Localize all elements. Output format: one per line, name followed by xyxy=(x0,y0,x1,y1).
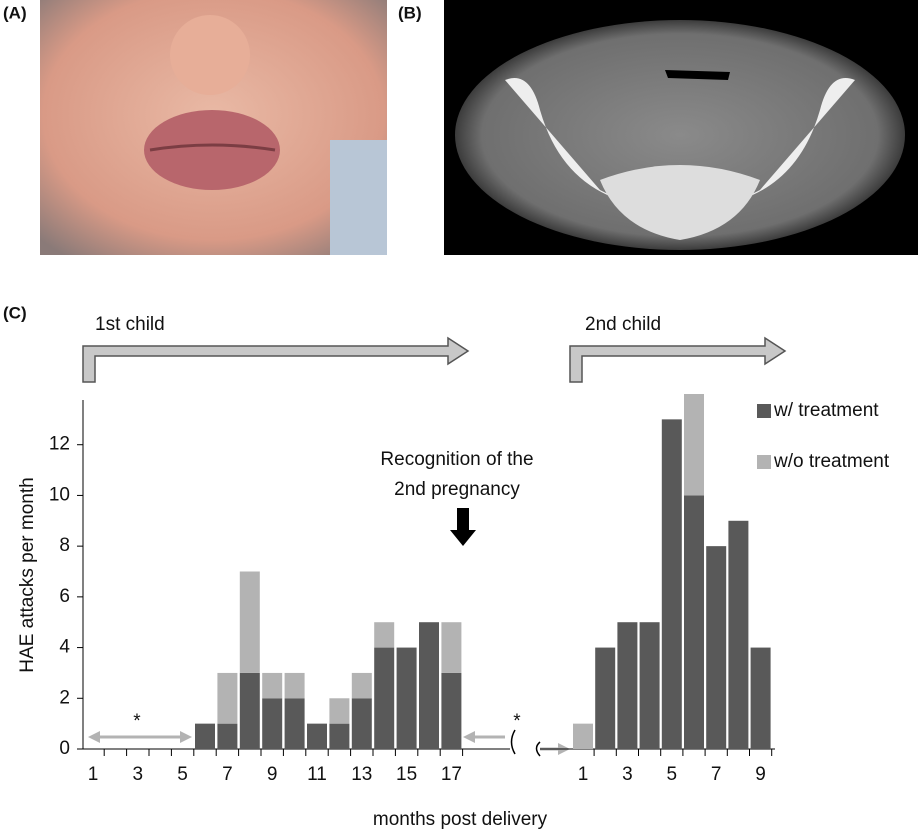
photo-a xyxy=(40,0,387,255)
x-tick-label: 9 xyxy=(755,764,766,785)
x-tick-label: 1 xyxy=(88,764,99,785)
x-tick-label: 5 xyxy=(667,764,678,785)
group-title: 2nd child xyxy=(585,314,661,335)
legend-swatch xyxy=(757,404,771,418)
bar xyxy=(396,647,417,749)
y-tick-label: 0 xyxy=(59,738,70,759)
y-tick-label: 2 xyxy=(59,687,70,708)
bar xyxy=(750,647,771,749)
bar xyxy=(728,520,749,749)
x-tick-label: 1 xyxy=(578,764,589,785)
bar xyxy=(307,723,327,749)
y-tick-label: 12 xyxy=(49,434,70,455)
bar xyxy=(217,723,238,749)
x-tick-label: 17 xyxy=(441,764,462,785)
x-axis-label: months post delivery xyxy=(373,809,548,830)
y-tick-label: 4 xyxy=(59,637,70,658)
bar xyxy=(573,723,593,749)
bar xyxy=(684,495,704,749)
bar xyxy=(217,672,238,724)
x-tick-label: 7 xyxy=(711,764,722,785)
note: * xyxy=(513,711,521,732)
x-tick-label: 13 xyxy=(351,764,372,785)
bar xyxy=(661,419,682,749)
panel-label: (A) xyxy=(3,3,27,22)
x-tick-label: 7 xyxy=(222,764,233,785)
annotation: 2nd pregnancy xyxy=(394,479,520,500)
x-tick-label: 11 xyxy=(307,764,327,785)
axis-break xyxy=(510,729,541,757)
x-tick-label: 9 xyxy=(267,764,278,785)
bar xyxy=(595,647,616,749)
bar xyxy=(195,723,215,749)
bar xyxy=(329,723,350,749)
x-tick-label: 5 xyxy=(177,764,188,785)
bar xyxy=(441,672,462,749)
legend-swatch xyxy=(757,455,771,469)
bar xyxy=(374,647,395,749)
bar xyxy=(419,622,439,749)
bar xyxy=(374,622,395,648)
x-tick-label: 15 xyxy=(396,764,417,785)
panel-label: (C) xyxy=(3,303,27,322)
bar xyxy=(239,672,260,749)
legend-label: w/ treatment xyxy=(773,400,879,421)
bar xyxy=(684,394,704,496)
bar xyxy=(639,622,660,749)
bar xyxy=(284,672,305,699)
x-tick-label: 3 xyxy=(622,764,633,785)
photo-b xyxy=(444,0,918,255)
bar xyxy=(239,571,260,673)
panel-label: (B) xyxy=(398,3,422,22)
group-arrow xyxy=(569,336,787,383)
y-axis-label: HAE attacks per month xyxy=(17,477,38,672)
down-arrow xyxy=(450,508,476,546)
bar xyxy=(329,698,350,724)
bar xyxy=(351,672,372,699)
y-tick-label: 6 xyxy=(59,586,70,607)
group-arrow xyxy=(82,336,470,383)
gap-arrow xyxy=(88,731,570,755)
annotation: Recognition of the xyxy=(380,449,533,470)
legend-label: w/o treatment xyxy=(773,451,890,472)
bar xyxy=(262,672,283,699)
note: * xyxy=(133,711,141,732)
group-title: 1st child xyxy=(95,314,165,335)
bar xyxy=(706,546,727,749)
x-tick-label: 3 xyxy=(133,764,144,785)
y-tick-label: 10 xyxy=(49,484,70,505)
bar xyxy=(284,698,305,749)
bar xyxy=(441,622,462,673)
bar xyxy=(351,698,372,749)
y-tick-label: 8 xyxy=(59,535,70,556)
bar xyxy=(617,622,638,749)
bar xyxy=(262,698,283,749)
